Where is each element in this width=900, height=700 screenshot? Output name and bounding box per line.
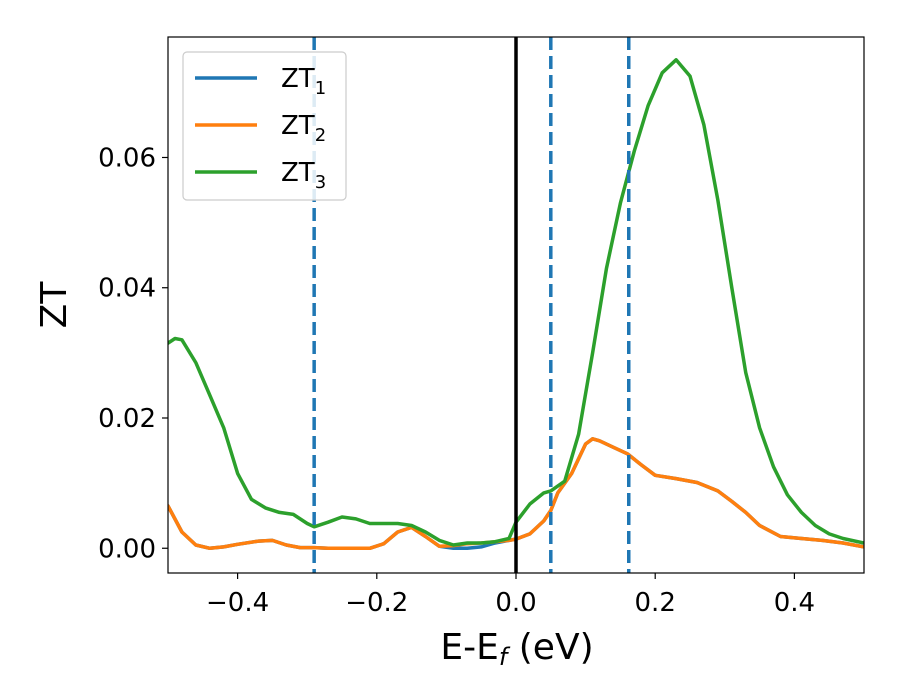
y-tick-label: 0.02 [98,404,156,434]
x-axis-label: E-Ef (eV) [440,627,593,671]
y-axis-label: ZT [34,281,75,329]
legend-label-zt1: ZT1 [281,64,326,99]
legend-label-zt3: ZT3 [281,158,326,193]
legend-box [182,51,347,201]
x-tick-label: 0.4 [774,588,815,618]
plot-area [168,37,864,573]
series-line-zt2 [168,437,864,551]
y-tick-label: 0.04 [98,274,156,304]
y-tick-label: 0.00 [98,534,156,564]
axes: −0.4 −0.2 0.0 0.2 0.4 0.00 0.02 0.04 0.06 [98,36,865,618]
legend: ZT1 ZT2 ZT3 [182,51,347,201]
x-tick-label: −0.2 [345,588,408,618]
y-tick-label: 0.06 [98,143,156,173]
x-tick-label: 0.0 [495,588,536,618]
x-tick-label: −0.4 [206,588,269,618]
legend-label-zt2: ZT2 [281,111,326,146]
x-tick-label: 0.2 [635,588,676,618]
series-line-zt3 [168,58,864,547]
